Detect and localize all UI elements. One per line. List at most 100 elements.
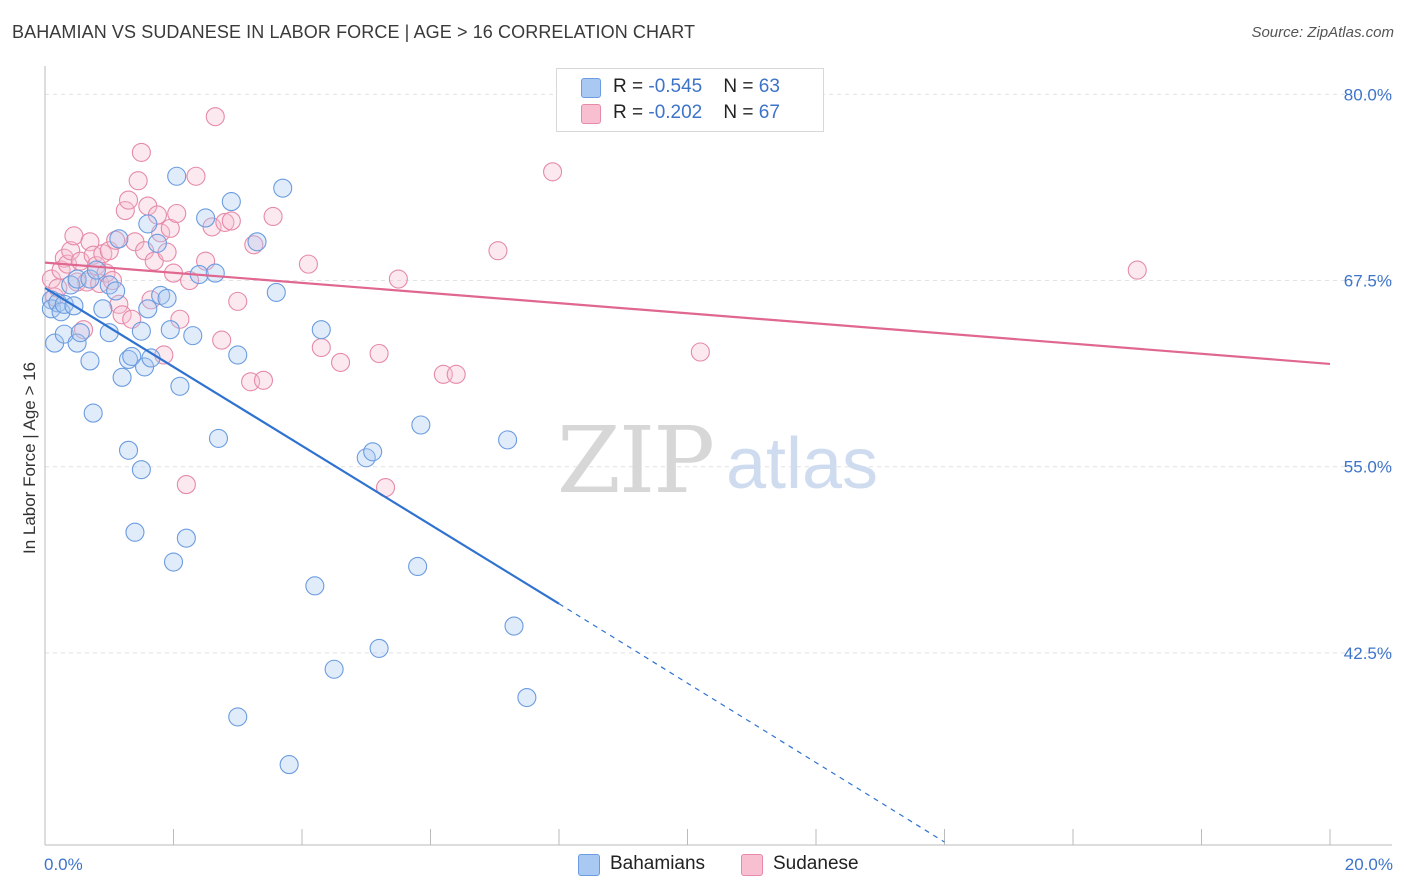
sudanese-point xyxy=(167,203,187,224)
sudanese-point xyxy=(244,235,264,255)
sudanese-point xyxy=(1127,260,1147,280)
bahamian-point xyxy=(196,208,216,228)
legend-n-value: 63 xyxy=(758,76,780,97)
bahamian-point xyxy=(80,351,100,371)
bahamian-point xyxy=(163,552,184,572)
sudanese-point xyxy=(369,343,389,364)
watermark-atlas: atlas xyxy=(726,424,878,504)
sudanese-point xyxy=(180,270,200,291)
sudanese-point xyxy=(446,364,466,384)
y-tick-label: 55.0% xyxy=(1344,458,1392,477)
bahamian-point xyxy=(305,576,325,596)
bahamian-point xyxy=(93,299,113,319)
legend-r-value: -0.202 xyxy=(648,102,703,123)
legend-label-bahamians: Bahamians xyxy=(610,853,706,874)
bahamian-point xyxy=(504,616,524,636)
bahamian-trend-line-extension xyxy=(558,603,945,843)
watermark-zip: ZIP xyxy=(557,407,713,514)
bahamian-point xyxy=(106,281,126,301)
sudanese-point xyxy=(228,291,248,311)
sudanese-point xyxy=(311,337,331,358)
legend-r-value: -0.545 xyxy=(648,76,703,97)
bahamian-point xyxy=(138,214,158,234)
bahamian-point xyxy=(157,288,177,308)
bahamian-point xyxy=(247,232,267,252)
bahamian-point xyxy=(517,687,537,708)
bahamian-point xyxy=(324,659,344,679)
legend-swatch-bahamians xyxy=(581,78,601,98)
sudanese-point xyxy=(253,370,274,390)
bahamian-point xyxy=(109,229,129,249)
sudanese-point xyxy=(118,190,139,210)
sudanese-point xyxy=(54,248,74,268)
sudanese-point xyxy=(690,342,710,362)
bahamian-point xyxy=(228,707,248,727)
legend-label-sudanese: Sudanese xyxy=(773,853,859,874)
bahamian-point xyxy=(411,415,431,435)
sudanese-point xyxy=(131,142,151,162)
y-tick-label: 67.5% xyxy=(1344,272,1392,291)
bahamian-points xyxy=(41,166,537,775)
bahamian-point xyxy=(183,326,203,346)
bahamian-point xyxy=(112,367,132,387)
sudanese-point xyxy=(215,212,235,232)
sudanese-point xyxy=(106,230,126,250)
bahamian-point xyxy=(170,376,190,396)
sudanese-point xyxy=(330,352,351,372)
bahamian-point xyxy=(122,346,142,367)
bahamian-point xyxy=(118,440,139,460)
legend-r-label: R = xyxy=(613,102,649,123)
bahamian-point xyxy=(408,556,428,577)
bahamian-point xyxy=(131,460,151,480)
bahamian-point xyxy=(83,403,103,423)
legend-r-label: R = xyxy=(613,76,649,97)
bahamian-point xyxy=(228,345,248,365)
sudanese-point xyxy=(186,166,206,186)
bahamian-point xyxy=(147,233,167,253)
bahamian-point xyxy=(273,178,293,198)
correlation-legend: R = -0.545 N = 63 R = -0.202 N = 67 xyxy=(556,68,824,132)
axes xyxy=(44,66,1392,846)
legend-n-label: N = xyxy=(723,76,759,97)
sudanese-point xyxy=(543,162,563,182)
bahamian-point xyxy=(369,638,389,658)
sudanese-point xyxy=(488,241,508,261)
legend-swatch-bahamians xyxy=(578,854,600,876)
bahamian-point xyxy=(167,166,187,186)
sudanese-trend-line xyxy=(44,261,1331,366)
legend-swatch-sudanese xyxy=(741,854,763,876)
sudanese-point xyxy=(298,254,318,274)
y-tick-labels: 42.5% 55.0% 67.5% 80.0% xyxy=(1344,85,1392,663)
sudanese-points xyxy=(41,107,1147,498)
bahamian-point xyxy=(208,428,229,448)
bahamian-point xyxy=(70,323,90,343)
x-tick-label: 0.0% xyxy=(44,855,83,874)
sudanese-point xyxy=(83,245,103,265)
bahamian-point xyxy=(67,333,87,353)
sudanese-point xyxy=(176,475,196,495)
sudanese-point xyxy=(128,171,148,191)
bahamian-point xyxy=(138,299,158,319)
sudanese-point xyxy=(212,330,232,350)
bahamian-point xyxy=(160,320,180,340)
bahamian-point xyxy=(86,260,106,280)
bahamian-point xyxy=(311,320,331,340)
sudanese-point xyxy=(221,211,241,231)
bahamian-point xyxy=(131,321,151,341)
bahamian-point xyxy=(266,282,286,302)
x-tick-label: 20.0% xyxy=(1345,855,1393,874)
legend-n-label: N = xyxy=(723,102,759,123)
sudanese-point xyxy=(263,206,283,227)
sudanese-point xyxy=(112,305,132,325)
bahamian-point xyxy=(205,263,225,283)
bahamian-point xyxy=(221,192,241,212)
bahamian-point xyxy=(176,528,196,548)
sudanese-point xyxy=(115,200,135,221)
x-tick-labels: 0.0% 20.0% xyxy=(44,855,1393,874)
bahamian-trend-line xyxy=(44,287,560,605)
chart-title: BAHAMIAN VS SUDANESE IN LABOR FORCE | AG… xyxy=(12,22,696,42)
y-tick-label: 42.5% xyxy=(1344,644,1392,663)
legend-swatch-sudanese xyxy=(581,104,601,124)
sudanese-point xyxy=(61,241,81,261)
